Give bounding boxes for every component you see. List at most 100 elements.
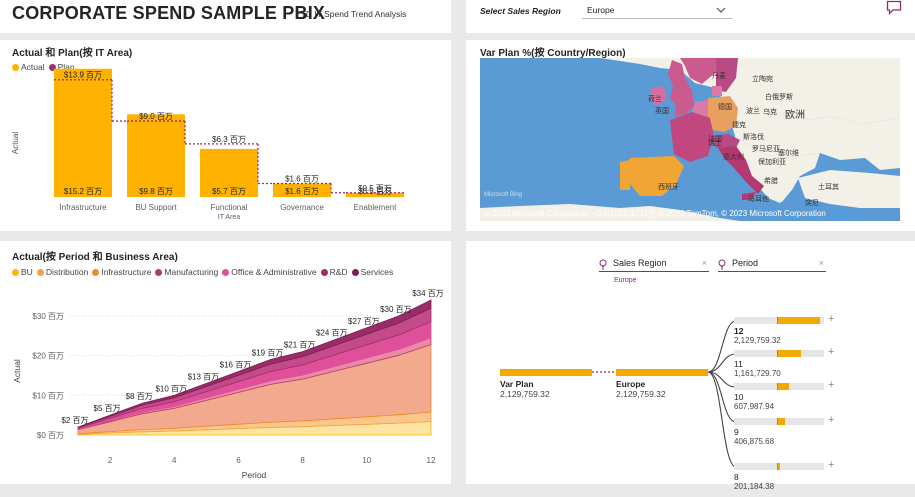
chart2-legend: BU Distribution Infrastructure Manufacturin… — [12, 267, 395, 277]
map-ireland — [650, 86, 666, 106]
legend-swatch — [320, 268, 328, 276]
total-data-label: $5 百万 — [94, 404, 121, 413]
decomp-period-item[interactable]: +10 607,987.94 — [734, 379, 834, 417]
decomp-europe-node[interactable]: Europe 2,129,759.32 — [616, 369, 708, 399]
legend-item-actual[interactable]: Actual — [12, 62, 45, 72]
plan-data-label: $13.9 百万 — [64, 71, 102, 80]
decomp-item-value: 1,161,729.70 — [734, 369, 781, 378]
legend-item-services[interactable]: Services — [351, 267, 393, 277]
y-axis-label: Actual — [12, 359, 22, 383]
map-land-africa — [480, 204, 740, 221]
expand-plus-icon[interactable]: + — [828, 346, 835, 358]
map-poland — [730, 94, 768, 124]
x-tick-label: Functional — [211, 203, 248, 212]
legend-swatch — [92, 268, 100, 276]
total-data-label: $8 百万 — [126, 392, 153, 401]
decomp-bar-marker — [777, 350, 778, 357]
map-land-turkey — [798, 170, 900, 208]
bar-actual[interactable] — [273, 183, 331, 198]
total-data-label: $19 百万 — [252, 349, 284, 358]
close-icon[interactable]: × — [818, 258, 824, 268]
total-data-label: $21 百万 — [284, 341, 316, 350]
legend-swatch — [36, 268, 44, 276]
legend-item-manufacturing[interactable]: Manufacturing — [155, 267, 218, 277]
decomp-item-value: 406,875.68 — [734, 437, 775, 446]
decomp-bar — [734, 418, 824, 425]
filter-sales-region-value: Europe — [614, 277, 637, 284]
root-label: Var Plan — [500, 379, 534, 389]
bar-actual[interactable] — [54, 68, 112, 197]
total-data-label: $13 百万 — [188, 372, 220, 381]
legend-item-plan[interactable]: Plan — [48, 62, 75, 72]
map-card: Var Plan %(按 Country/Region) — [466, 40, 915, 231]
legend-swatch — [12, 268, 19, 276]
decomp-bar-fill — [777, 418, 785, 425]
comment-icon[interactable] — [886, 0, 902, 15]
actual-data-label: $0.5 百万 — [358, 187, 392, 196]
actual-data-label: $15.2 百万 — [64, 187, 102, 196]
europe-map[interactable] — [480, 58, 900, 221]
decomp-bar — [734, 350, 824, 357]
legend-swatch — [155, 268, 163, 276]
region-slicer-card: Select Sales Region Europe — [466, 0, 915, 33]
map-portugal — [620, 160, 630, 190]
decomp-root-node[interactable]: Var Plan 2,129,759.32 — [500, 369, 592, 399]
decomp-period-item[interactable]: +9 406,875.68 — [734, 414, 834, 452]
map-sicily — [742, 192, 756, 200]
x-tick-label: BU Support — [135, 203, 177, 212]
legend-label: R&D — [329, 267, 348, 277]
close-icon[interactable]: × — [701, 258, 707, 268]
chart1-legend: Actual Plan — [12, 62, 77, 72]
decomp-period-item[interactable]: +12 2,129,759.32 — [734, 313, 834, 351]
legend-item-r-d[interactable]: R&D — [320, 267, 348, 277]
x-tick-label: 6 — [236, 456, 241, 465]
decomp-bar-marker — [777, 463, 778, 470]
map-land-east — [725, 103, 900, 170]
decomp-item-value: 607,987.94 — [734, 402, 775, 411]
expand-plus-icon[interactable]: + — [828, 414, 835, 426]
chevron-down-icon — [716, 7, 726, 13]
legend-item-infrastructure[interactable]: Infrastructure — [92, 267, 151, 277]
plan-data-label: $6.3 百万 — [212, 135, 246, 144]
y-tick-label: $0 百万 — [37, 431, 64, 440]
legend-item-office-administrative[interactable]: Office & Administrative — [222, 267, 317, 277]
expand-plus-icon[interactable]: + — [828, 379, 835, 391]
chart2-title: Actual(按 Period 和 Business Area) — [12, 252, 178, 263]
decomp-period-item[interactable]: +11 1,161,729.70 — [734, 346, 834, 384]
map-title: Var Plan %(按 Country/Region) — [480, 48, 626, 59]
y-tick-label: $30 百万 — [32, 312, 64, 321]
map-sweden — [715, 58, 738, 92]
lightbulb-icon — [599, 259, 607, 270]
actual-data-label: $5.7 百万 — [212, 187, 246, 196]
bar-actual[interactable] — [127, 114, 185, 197]
decomp-bar — [734, 317, 824, 324]
map-uk — [668, 60, 694, 116]
decomp-item-value: 2,129,759.32 — [734, 336, 781, 345]
area-series-services[interactable] — [77, 299, 432, 429]
header-bar: CORPORATE SPEND SAMPLE PBIX YTD IT Spend… — [0, 0, 451, 33]
decomp-item-label: 8 — [734, 472, 739, 482]
x-tick-label: 2 — [108, 456, 113, 465]
plan-data-label: $0.5 百万 — [358, 184, 392, 193]
legend-swatch — [222, 268, 230, 276]
map-land-balkans — [735, 136, 820, 203]
bar-actual[interactable] — [346, 192, 404, 197]
legend-item-distribution[interactable]: Distribution — [36, 267, 88, 277]
region-label: Select Sales Region — [480, 6, 561, 16]
region-dropdown-value: Europe — [587, 5, 615, 15]
legend-label: Infrastructure — [101, 267, 152, 277]
map-terms-link[interactable]: Terms — [832, 209, 854, 218]
expand-plus-icon[interactable]: + — [828, 459, 835, 471]
legend-item-bu[interactable]: BU — [12, 267, 33, 277]
decomp-bar — [734, 463, 824, 470]
map-denmark — [712, 86, 722, 96]
filter-period[interactable]: Period × — [718, 258, 826, 272]
filter-sales-region[interactable]: Sales Region × — [599, 258, 709, 272]
expand-plus-icon[interactable]: + — [828, 313, 835, 325]
decomp-period-item[interactable]: +8 201,184.38 — [734, 459, 834, 497]
region-dropdown[interactable]: Europe — [582, 1, 732, 19]
bar-actual[interactable] — [200, 148, 258, 197]
y-tick-label: $20 百万 — [32, 352, 64, 361]
decomposition-tree-card: Sales Region × Europe Period × Var Plan … — [466, 241, 915, 491]
x-tick-label: 8 — [300, 456, 305, 465]
